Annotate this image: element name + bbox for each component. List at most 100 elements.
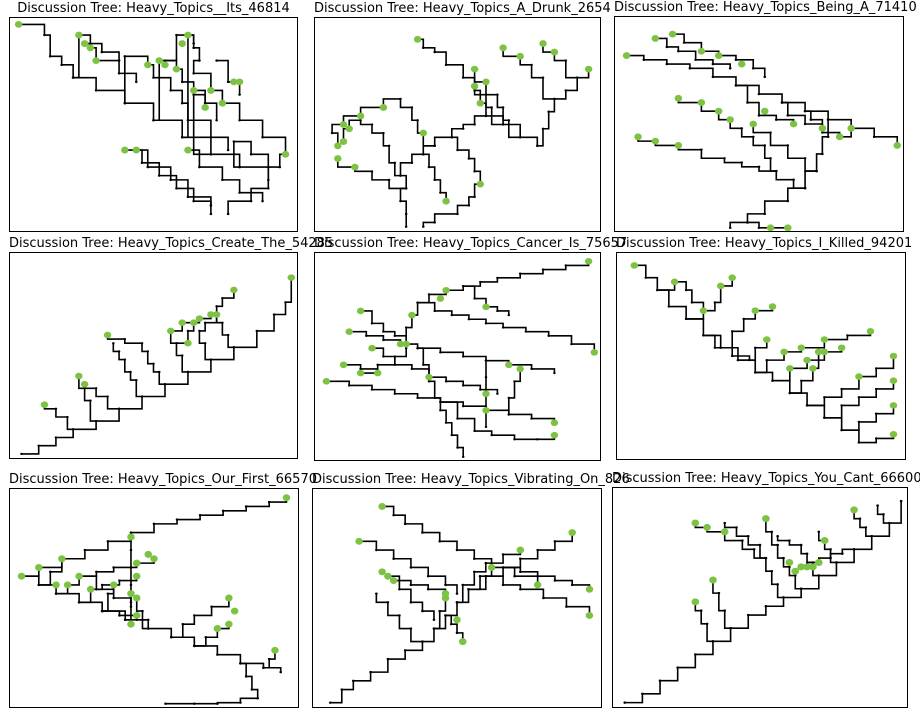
tree-node xyxy=(467,204,471,207)
tree-node xyxy=(729,626,732,630)
tree-node xyxy=(204,636,208,639)
tree-node xyxy=(888,521,891,525)
tree-node xyxy=(461,384,465,387)
tree-node xyxy=(786,199,790,203)
tree-node xyxy=(267,187,270,190)
tree-node xyxy=(181,622,185,626)
leaf-node xyxy=(378,568,386,576)
leaf-node xyxy=(584,257,593,265)
tree-node xyxy=(805,404,809,407)
tree-node xyxy=(192,72,195,75)
tree-node xyxy=(484,322,488,325)
leaf-node xyxy=(184,146,192,154)
tree-node xyxy=(665,62,669,66)
tree-node xyxy=(444,421,448,424)
tree-node xyxy=(404,187,408,190)
leaf-node xyxy=(453,616,461,624)
tree-node xyxy=(519,570,522,574)
tree-node xyxy=(564,89,568,92)
tree-node xyxy=(541,76,545,79)
tree-node xyxy=(776,543,779,547)
tree-node xyxy=(547,110,550,113)
tree-node xyxy=(180,136,184,139)
tree-node xyxy=(198,59,201,62)
tree-node xyxy=(427,165,431,169)
tree-node xyxy=(416,119,419,122)
tree-node xyxy=(186,370,190,374)
tree-node xyxy=(874,412,878,415)
tree-node xyxy=(774,118,778,121)
tree-node xyxy=(409,566,413,569)
leaf-node xyxy=(893,141,901,149)
tree-node xyxy=(740,127,744,130)
tree-node xyxy=(449,622,453,626)
leaf-node xyxy=(714,107,723,115)
tree-edge xyxy=(165,35,194,61)
tree-node xyxy=(751,135,755,139)
tree-edge xyxy=(445,615,462,641)
tree-node xyxy=(250,688,254,691)
leaf-node xyxy=(207,311,215,318)
leaf-node xyxy=(144,550,152,558)
tree-node xyxy=(513,380,516,383)
leaf-node xyxy=(590,349,599,356)
tree-edge xyxy=(503,48,554,99)
leaf-node xyxy=(230,78,238,86)
tree-node xyxy=(530,63,533,67)
tree-node xyxy=(751,67,755,70)
tree-edge xyxy=(332,99,435,146)
tree-node xyxy=(479,388,482,391)
tree-node xyxy=(667,305,671,308)
tree-node xyxy=(823,396,826,399)
leaf-node xyxy=(516,365,524,373)
tree-panel-2: Discussion Tree: Heavy_Topics_A_Drunk_26… xyxy=(314,1,611,232)
leaf-node xyxy=(356,307,365,315)
leaf-node xyxy=(52,581,60,589)
tree-node xyxy=(416,347,419,350)
tree-node xyxy=(210,605,213,608)
leaf-node xyxy=(482,407,490,414)
leaf-node xyxy=(728,274,736,282)
tree-node xyxy=(519,557,522,560)
leaf-node xyxy=(127,533,135,541)
tree-node xyxy=(134,80,138,84)
tree-node xyxy=(427,293,431,296)
leaf-node xyxy=(235,78,244,86)
tree-node xyxy=(433,309,436,313)
tree-node xyxy=(805,552,809,555)
tree-node xyxy=(864,526,868,529)
tree-svg xyxy=(17,494,291,707)
tree-node xyxy=(403,522,407,526)
tree-node xyxy=(215,59,218,62)
tree-node xyxy=(123,55,127,58)
leaf-node xyxy=(356,112,365,120)
leaf-node xyxy=(697,47,706,55)
leaf-node xyxy=(889,402,898,409)
tree-node xyxy=(788,539,791,542)
tree-node xyxy=(763,75,767,79)
tree-node xyxy=(255,329,259,333)
tree-node xyxy=(682,41,686,44)
tree-edge xyxy=(625,501,901,702)
tree-node xyxy=(433,178,436,182)
leaf-node xyxy=(75,372,83,380)
tree-node xyxy=(705,622,709,625)
plot-frame xyxy=(9,252,298,459)
tree-node xyxy=(164,702,167,705)
tree-node xyxy=(788,565,791,569)
leaf-node xyxy=(585,585,594,593)
tree-node xyxy=(730,354,734,358)
tree-node xyxy=(757,114,761,117)
tree-node xyxy=(393,334,397,337)
tree-panel-7: Discussion Tree: Heavy_Topics_Our_First_… xyxy=(9,472,317,708)
leaf-node xyxy=(786,365,794,372)
leaf-node xyxy=(539,40,547,47)
tree-node xyxy=(496,276,499,279)
tree-node xyxy=(570,342,573,346)
tree-node xyxy=(422,225,425,228)
tree-node xyxy=(426,588,430,591)
tree-edge xyxy=(423,184,480,227)
leaf-node xyxy=(389,577,398,585)
tree-node xyxy=(677,50,680,53)
tree-node xyxy=(186,195,190,199)
